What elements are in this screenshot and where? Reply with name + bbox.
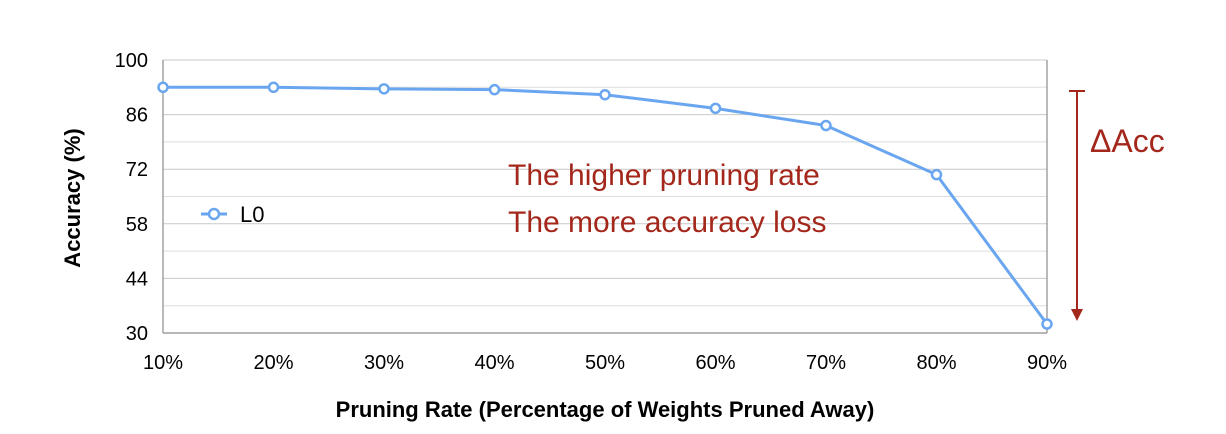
legend-label: L0 — [240, 202, 264, 227]
x-tick-label: 70% — [806, 352, 846, 374]
data-point — [488, 83, 501, 96]
annotation-line-2: The more accuracy loss — [508, 206, 826, 239]
x-tick-label: 30% — [364, 352, 404, 374]
data-point — [709, 102, 722, 115]
y-tick-label: 58 — [126, 214, 148, 236]
x-tick-label: 50% — [585, 352, 625, 374]
x-tick-label: 90% — [1027, 352, 1067, 374]
data-point — [1041, 318, 1053, 330]
x-tick-label: 60% — [695, 352, 735, 374]
data-point — [930, 168, 943, 181]
y-tick-label: 100 — [115, 50, 148, 72]
legend-marker — [207, 207, 221, 221]
y-tick-label: 86 — [126, 105, 148, 127]
grid-lines — [163, 59, 1047, 307]
x-tick-labels: 10% 20% 30% 40% 50% 60% 70% 80% 90% — [143, 352, 1067, 374]
series-layer — [157, 81, 1053, 330]
delta-arrow-head — [1071, 309, 1083, 321]
annotation-line-1: The higher pruning rate — [508, 159, 820, 192]
x-tick-label: 40% — [474, 352, 514, 374]
y-tick-label: 72 — [126, 159, 148, 181]
axes — [162, 60, 1048, 334]
y-tick-label: 30 — [126, 323, 148, 345]
y-axis-title: Accuracy (%) — [60, 128, 85, 267]
x-tick-label: 80% — [916, 352, 956, 374]
delta-acc-label: ΔAcc — [1090, 123, 1165, 159]
x-tick-label: 20% — [253, 352, 293, 374]
data-point — [157, 81, 169, 94]
x-axis-title: Pruning Rate (Percentage of Weights Prun… — [336, 397, 875, 422]
data-point — [267, 81, 280, 94]
x-tick-label: 10% — [143, 352, 183, 374]
y-tick-labels: 30 44 58 72 86 100 — [115, 50, 148, 345]
legend: L0 — [201, 202, 264, 227]
data-point — [378, 83, 390, 95]
delta-acc-arrow — [1069, 90, 1085, 321]
data-point — [820, 119, 832, 132]
data-point — [599, 88, 611, 101]
y-tick-label: 44 — [126, 268, 148, 290]
